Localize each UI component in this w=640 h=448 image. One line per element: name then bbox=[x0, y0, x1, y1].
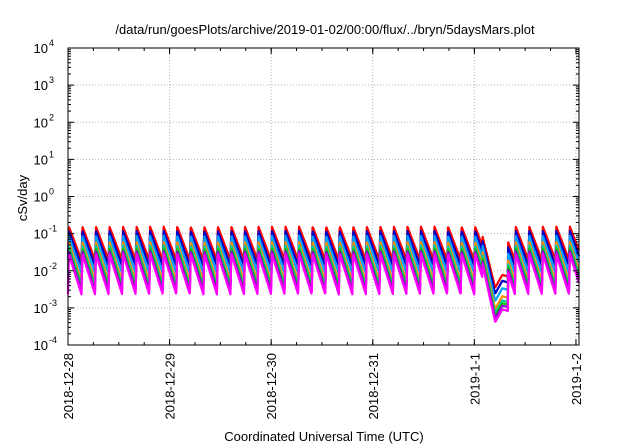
plot-area bbox=[66, 225, 581, 323]
y-tick-label: 10 bbox=[34, 115, 48, 130]
x-tick-label: 2019-1-1 bbox=[467, 353, 482, 405]
x-tick-label: 2018-12-30 bbox=[264, 353, 279, 420]
y-tick-label: 10 bbox=[34, 338, 48, 353]
y-tick-label: 10 bbox=[34, 301, 48, 316]
y-tick-exponent: 4 bbox=[49, 38, 54, 48]
x-tick-label: 2019-1-2 bbox=[569, 353, 584, 405]
y-tick-label: 10 bbox=[34, 227, 48, 242]
series-line bbox=[66, 234, 581, 302]
series-line bbox=[66, 229, 581, 295]
x-tick-label: 2018-12-31 bbox=[366, 353, 381, 420]
series-line bbox=[66, 253, 581, 323]
y-tick-exponent: -3 bbox=[49, 298, 57, 308]
y-tick-label: 10 bbox=[34, 190, 48, 205]
y-tick-label: 10 bbox=[34, 264, 48, 279]
y-tick-label: 10 bbox=[34, 41, 48, 56]
y-axis-label: cSv/day bbox=[15, 174, 30, 221]
y-tick-exponent: 2 bbox=[49, 112, 54, 122]
y-tick-exponent: 1 bbox=[49, 149, 54, 159]
y-tick-exponent: -2 bbox=[49, 261, 57, 271]
y-tick-exponent: 0 bbox=[49, 187, 54, 197]
y-tick-label: 10 bbox=[34, 152, 48, 167]
chart-title: /data/run/goesPlots/archive/2019-01-02/0… bbox=[115, 22, 535, 37]
y-tick-exponent: 3 bbox=[49, 75, 54, 85]
x-tick-label: 2018-12-29 bbox=[163, 353, 178, 420]
y-tick-exponent: -1 bbox=[49, 224, 57, 234]
y-tick-exponent: -4 bbox=[49, 335, 57, 345]
x-axis: 2018-12-28 2018-12-29 2018-12-30 2018-12-31… bbox=[61, 48, 584, 420]
x-tick-label: 2018-12-28 bbox=[61, 353, 76, 420]
y-tick-label: 10 bbox=[34, 78, 48, 93]
series-line bbox=[66, 225, 581, 289]
x-axis-label: Coordinated Universal Time (UTC) bbox=[224, 429, 423, 444]
